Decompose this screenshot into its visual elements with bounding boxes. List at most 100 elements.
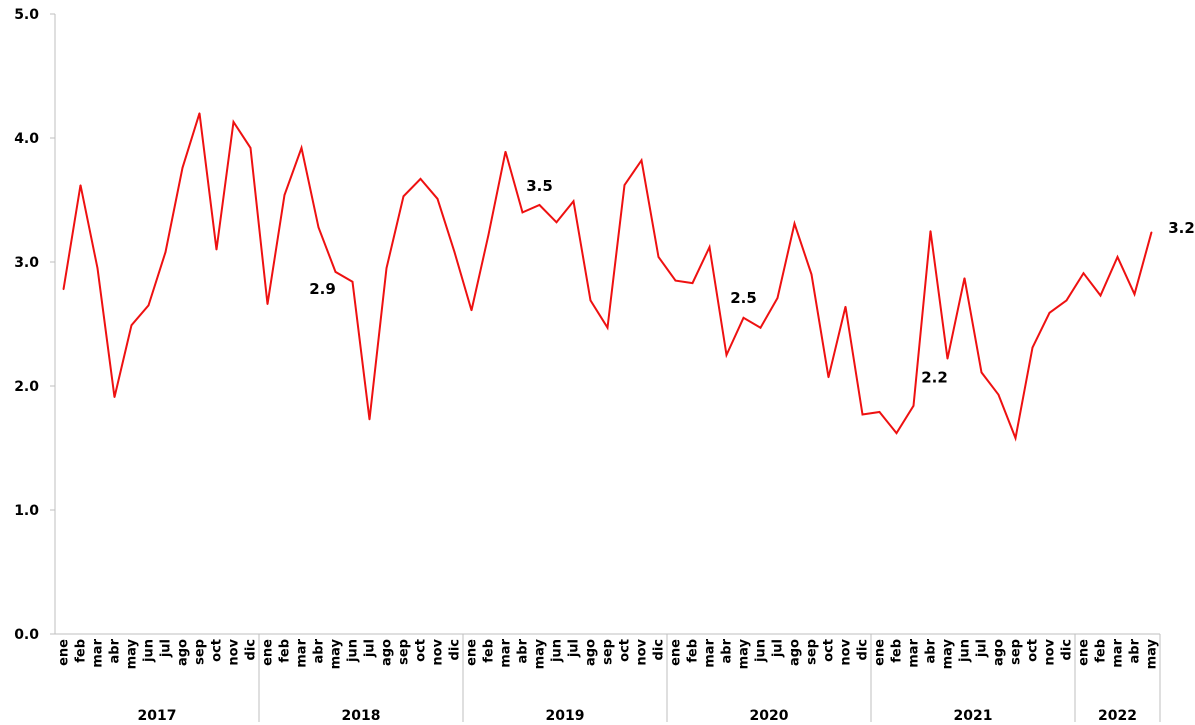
y-tick-label: 1.0 <box>14 503 39 519</box>
data-point <box>62 288 65 291</box>
x-tick-label: dic <box>1060 639 1075 660</box>
year-label: 2019 <box>546 708 585 724</box>
data-label: 3.2 <box>1168 219 1195 237</box>
x-tick-label: ene <box>261 639 276 666</box>
x-tick-label: sep <box>193 639 208 665</box>
x-tick-label: dic <box>448 639 463 660</box>
x-tick-label: jun <box>346 639 361 663</box>
data-point <box>980 371 983 374</box>
x-tick-label: may <box>941 638 956 669</box>
x-tick-label: ene <box>669 639 684 666</box>
x-tick-label: may <box>533 638 548 669</box>
data-point <box>1133 293 1136 296</box>
x-tick-label: mar <box>91 638 106 667</box>
data-point <box>266 303 269 305</box>
year-label: 2021 <box>954 708 993 724</box>
data-point <box>402 195 405 198</box>
x-tick-label: abr <box>108 638 123 663</box>
x-tick-label: jun <box>550 639 565 663</box>
x-tick-label: ago <box>176 639 191 666</box>
x-tick-label: abr <box>720 638 735 663</box>
x-tick-label: mar <box>907 638 922 667</box>
x-tick-label: jun <box>142 639 157 663</box>
x-tick-label: mar <box>295 638 310 667</box>
x-tick-label: ene <box>873 639 888 666</box>
data-point <box>1048 312 1051 314</box>
data-point <box>351 281 354 283</box>
data-point <box>1082 272 1085 274</box>
x-tick-label: mar <box>1111 638 1126 667</box>
data-label: 2.9 <box>309 280 336 298</box>
series-line <box>62 112 1153 442</box>
data-point <box>1150 231 1153 234</box>
data-point <box>606 326 609 329</box>
data-point <box>300 147 303 149</box>
data-point <box>1099 294 1102 297</box>
x-tick-label: mar <box>499 638 514 667</box>
data-label: 3.5 <box>526 177 553 195</box>
data-labels: 2.9 3.5 2.5 2.2 3.2 <box>309 177 1195 387</box>
year-label: 2022 <box>1098 708 1137 724</box>
data-point <box>521 211 524 214</box>
x-tick-label: feb <box>890 639 905 663</box>
data-point <box>96 267 99 270</box>
data-label: 2.5 <box>730 289 757 307</box>
year-label: 2020 <box>750 708 789 724</box>
data-point <box>844 305 847 308</box>
data-point <box>878 411 881 413</box>
data-point <box>198 112 201 114</box>
data-point <box>1031 346 1034 349</box>
data-point <box>810 273 813 276</box>
data-point <box>487 233 490 236</box>
x-tick-label: nov <box>839 638 854 665</box>
x-tick-label: ene <box>57 639 72 666</box>
x-tick-label: may <box>125 638 140 669</box>
x-tick-label: feb <box>482 639 497 663</box>
data-point <box>691 282 694 284</box>
data-point <box>946 357 949 360</box>
x-tick-label: dic <box>856 639 871 660</box>
x-tick-label: jul <box>771 639 786 658</box>
data-point <box>793 222 796 225</box>
year-label: 2018 <box>342 708 381 724</box>
data-point <box>181 166 184 169</box>
x-tick-label: ago <box>992 639 1007 666</box>
data-point <box>470 309 473 312</box>
data-point <box>572 200 575 203</box>
data-point <box>776 297 779 299</box>
x-tick-label: ago <box>584 639 599 666</box>
x-tick-label: oct <box>210 639 225 662</box>
data-point <box>538 204 541 206</box>
x-tick-label: oct <box>414 639 429 662</box>
x-tick-label: may <box>329 638 344 669</box>
data-point <box>504 150 507 153</box>
x-tick-label: may <box>737 638 752 669</box>
data-point <box>759 326 762 329</box>
x-tick-label: oct <box>1026 639 1041 662</box>
data-point <box>657 256 660 258</box>
data-point <box>912 405 915 407</box>
x-tick-label: mar <box>703 638 718 667</box>
data-point <box>232 121 235 123</box>
data-point <box>368 418 371 421</box>
x-tick-label: feb <box>686 639 701 663</box>
x-tick-label: jun <box>958 639 973 663</box>
x-tick-label: may <box>1145 638 1160 669</box>
data-point <box>708 246 711 248</box>
data-point <box>1014 437 1017 439</box>
y-tick-label: 3.0 <box>14 255 39 271</box>
data-point <box>589 299 592 302</box>
x-tick-label: sep <box>397 639 412 665</box>
data-label: 2.2 <box>921 369 948 387</box>
x-tick-label: dic <box>652 639 667 660</box>
x-tick-label: oct <box>822 639 837 662</box>
x-tick-label: jul <box>159 639 174 658</box>
x-tick-label: nov <box>635 638 650 665</box>
data-point <box>453 251 456 253</box>
x-tick-label: abr <box>312 638 327 663</box>
year-label: 2017 <box>138 708 177 724</box>
data-point <box>929 230 932 232</box>
data-point <box>249 147 252 149</box>
x-tick-label: sep <box>805 639 820 665</box>
